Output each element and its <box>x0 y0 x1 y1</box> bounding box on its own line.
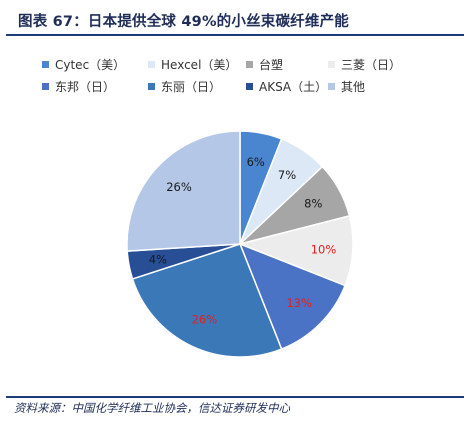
pie-label-hexcel: 7% <box>278 168 296 182</box>
pie-slice-toray <box>131 243 283 358</box>
legend-item-others: 其他 <box>328 78 365 95</box>
pie-label-others: 26% <box>166 180 192 194</box>
pie-slice-mitsubishi <box>237 214 354 287</box>
title-bar: 图表 67：日本提供全球 49%的小丝束碳纤维产能 <box>6 6 464 36</box>
legend-swatch-others <box>328 83 335 90</box>
legend-item-cytec: Cytec（美） <box>42 56 125 73</box>
pie-label-toho: 13% <box>286 296 312 310</box>
legend-item-formosa: 台塑 <box>246 56 283 73</box>
pie-slice-toho <box>238 242 347 351</box>
legend-swatch-hexcel <box>148 61 155 68</box>
pie-label-aksa: 4% <box>149 253 167 267</box>
legend-label-hexcel: Hexcel（美） <box>161 58 238 72</box>
legend-swatch-toho <box>42 83 49 90</box>
pie-label-cytec: 6% <box>247 155 265 169</box>
source-note: 资料来源：中国化学纤维工业协会，信达证券研发中心 <box>14 401 290 415</box>
legend-item-toho: 东邦（日） <box>42 78 115 95</box>
legend-label-mitsubishi: 三菱（日） <box>341 58 402 72</box>
chart-legend: Cytec（美） Hexcel（美） 台塑 三菱（日） 东邦（日） 东丽（日） … <box>42 56 462 96</box>
legend-item-mitsubishi: 三菱（日） <box>328 56 401 73</box>
legend-swatch-mitsubishi <box>328 61 335 68</box>
legend-swatch-cytec <box>42 61 49 68</box>
legend-swatch-formosa <box>246 61 253 68</box>
legend-item-aksa: AKSA（土） <box>246 78 327 95</box>
legend-swatch-aksa <box>246 83 253 90</box>
legend-label-formosa: 台塑 <box>259 58 284 72</box>
pie-label-toray: 26% <box>192 313 218 327</box>
figure-title: 图表 67：日本提供全球 49%的小丝束碳纤维产能 <box>18 14 349 30</box>
legend-label-aksa: AKSA（土） <box>259 80 328 94</box>
legend-label-toray: 东丽（日） <box>161 80 222 94</box>
pie-label-formosa: 8% <box>304 197 322 211</box>
legend-label-toho: 东邦（日） <box>55 80 116 94</box>
legend-item-hexcel: Hexcel（美） <box>148 56 237 73</box>
legend-label-cytec: Cytec（美） <box>55 58 126 72</box>
pie-label-mitsubishi: 10% <box>311 242 337 256</box>
footer-rule <box>6 396 464 398</box>
pie-slice-others <box>126 130 241 252</box>
legend-swatch-toray <box>148 83 155 90</box>
legend-label-others: 其他 <box>341 80 366 94</box>
legend-item-toray: 东丽（日） <box>148 78 221 95</box>
